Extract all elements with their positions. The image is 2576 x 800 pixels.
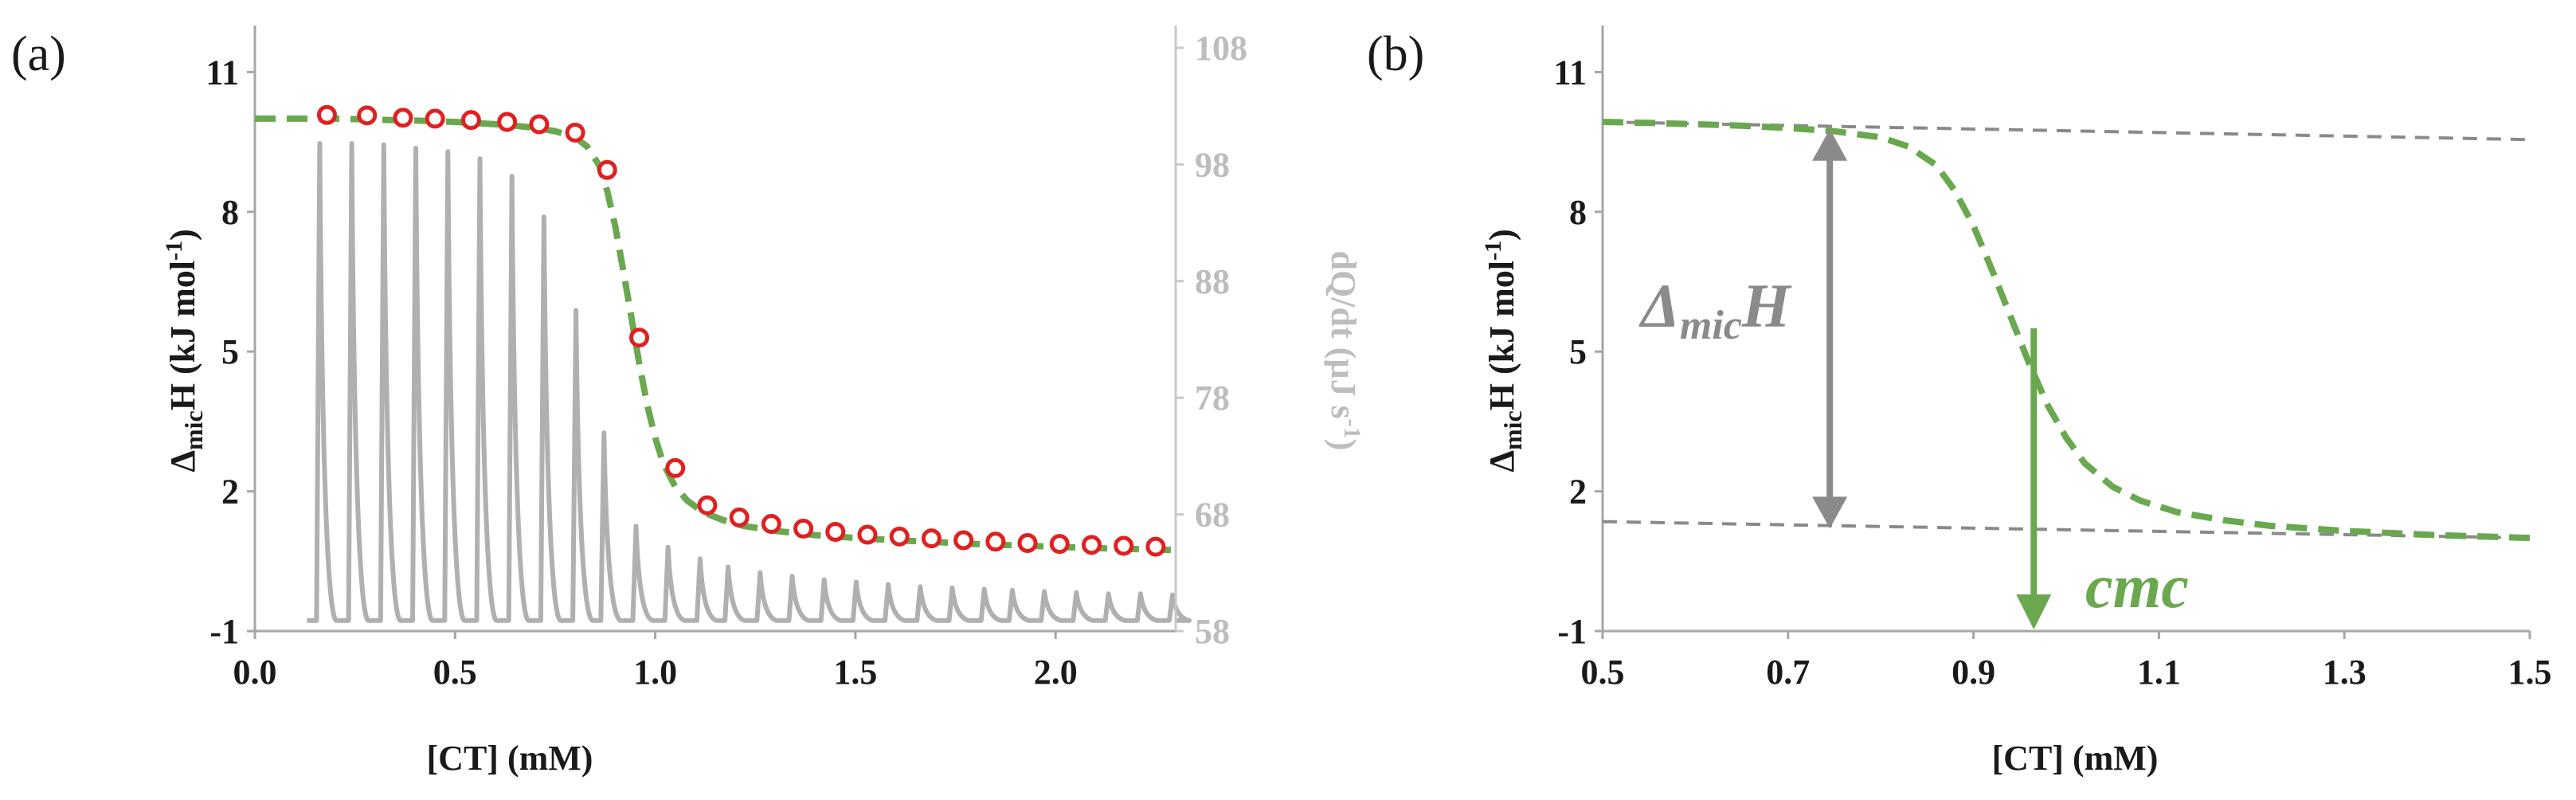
panel-b-x-tick-label: 0.7 bbox=[1766, 653, 1810, 692]
panel-a-y2-axis-title: dQ/dt (µJ s-1) bbox=[1324, 251, 1366, 451]
cmc-arrow-head bbox=[2016, 594, 2052, 629]
data-point bbox=[953, 530, 974, 551]
panel-a-y-axis-title: ΔmicH (kJ mol-1) bbox=[161, 229, 208, 472]
panel-b-lines bbox=[1602, 119, 2531, 542]
panel-a-y2-tick-label: 58 bbox=[1195, 612, 1230, 651]
panel-a-y-tick-label: 11 bbox=[206, 53, 239, 92]
thermogram-trace bbox=[307, 141, 1192, 623]
data-point bbox=[460, 110, 481, 131]
data-point bbox=[497, 112, 518, 132]
panel-b-x-axis-title: [CT] (mM) bbox=[1992, 739, 2159, 778]
panel-b-annotations bbox=[1812, 128, 2052, 629]
data-point bbox=[393, 108, 413, 128]
enthalpy-annotation: ΔmicH bbox=[1638, 271, 1792, 348]
data-point bbox=[665, 457, 686, 478]
data-point bbox=[729, 507, 750, 527]
data-point bbox=[597, 159, 617, 180]
data-point bbox=[697, 495, 718, 516]
data-point bbox=[1081, 535, 1102, 555]
panel-a-y2-tick-label: 88 bbox=[1195, 262, 1230, 301]
panel-a-y-tick-label: 8 bbox=[221, 193, 239, 232]
data-point bbox=[529, 114, 550, 135]
data-point bbox=[857, 524, 878, 545]
panel-b-y-axis-title: ΔmicH (kJ mol-1) bbox=[1480, 229, 1527, 472]
panel-b-y-tick-label: -1 bbox=[1557, 612, 1587, 651]
panel-b-y-tick-label: 8 bbox=[1569, 193, 1587, 232]
panel-a-y-tick-label: 2 bbox=[221, 473, 239, 512]
panel-a-x-tick-label: 0.0 bbox=[233, 653, 277, 692]
panel-b-y-tick-label: 11 bbox=[1553, 53, 1587, 92]
panel-b-label: (b) bbox=[1367, 27, 1424, 81]
data-series bbox=[316, 104, 1166, 557]
panel-a-y2-tick-label: 108 bbox=[1195, 29, 1247, 68]
panel-a-x-tick-label: 2.0 bbox=[1034, 653, 1078, 692]
data-point bbox=[1114, 535, 1134, 556]
panel-b-x-tick-label: 1.3 bbox=[2323, 653, 2367, 692]
panel-b-axes: -1 2 5 8 11 0.5 0.7 0.9 1.1 1.3 1.5 bbox=[1553, 25, 2552, 692]
enthalpy-arrow-head-down bbox=[1812, 496, 1848, 529]
data-point bbox=[921, 528, 942, 549]
fit-line bbox=[255, 115, 1176, 554]
panel-b-x-tick-label: 1.1 bbox=[2137, 653, 2181, 692]
fit-line-b bbox=[1602, 119, 2531, 542]
panel-a-y2-tick-label: 68 bbox=[1195, 496, 1230, 535]
panel-a-x-tick-label: 1.5 bbox=[833, 653, 877, 692]
data-point bbox=[425, 108, 445, 129]
data-point bbox=[316, 104, 337, 125]
data-point bbox=[629, 327, 650, 348]
panel-b-x-tick-label: 0.9 bbox=[1952, 653, 1995, 692]
panel-a-y-tick-label: 5 bbox=[221, 332, 239, 371]
panel-a-label: (a) bbox=[11, 27, 66, 81]
cmc-annotation: cmc bbox=[2085, 551, 2189, 621]
panel-a-y2-tick-label: 78 bbox=[1195, 378, 1230, 418]
data-point bbox=[761, 514, 781, 535]
panel-a-x-tick-label: 0.5 bbox=[433, 653, 477, 692]
thermogram-series bbox=[307, 141, 1192, 623]
data-point bbox=[825, 521, 846, 542]
panel-a-x-axis-title: [CT] (mM) bbox=[427, 739, 593, 778]
data-point bbox=[985, 531, 1006, 552]
fit-series bbox=[255, 115, 1176, 554]
data-point bbox=[357, 105, 378, 126]
data-point bbox=[1145, 536, 1166, 557]
panel-a-x-tick-label: 1.0 bbox=[633, 653, 677, 692]
panel-b-y-tick-label: 2 bbox=[1569, 473, 1587, 512]
panel-b-y-tick-label: 5 bbox=[1569, 332, 1587, 371]
panel-a-y2-tick-label: 98 bbox=[1195, 145, 1230, 184]
upper-baseline bbox=[1602, 120, 2531, 142]
lower-baseline bbox=[1602, 520, 2531, 540]
enthalpy-arrow-head-up bbox=[1812, 128, 1848, 161]
data-point bbox=[1017, 533, 1038, 554]
data-point bbox=[889, 526, 910, 547]
data-point bbox=[565, 122, 585, 143]
panel-a-y-tick-label: -1 bbox=[209, 612, 239, 651]
data-point bbox=[1049, 534, 1070, 555]
panel-b-x-tick-label: 0.5 bbox=[1581, 653, 1625, 692]
data-point bbox=[793, 518, 814, 539]
panel-b-x-tick-label: 1.5 bbox=[2508, 653, 2552, 692]
